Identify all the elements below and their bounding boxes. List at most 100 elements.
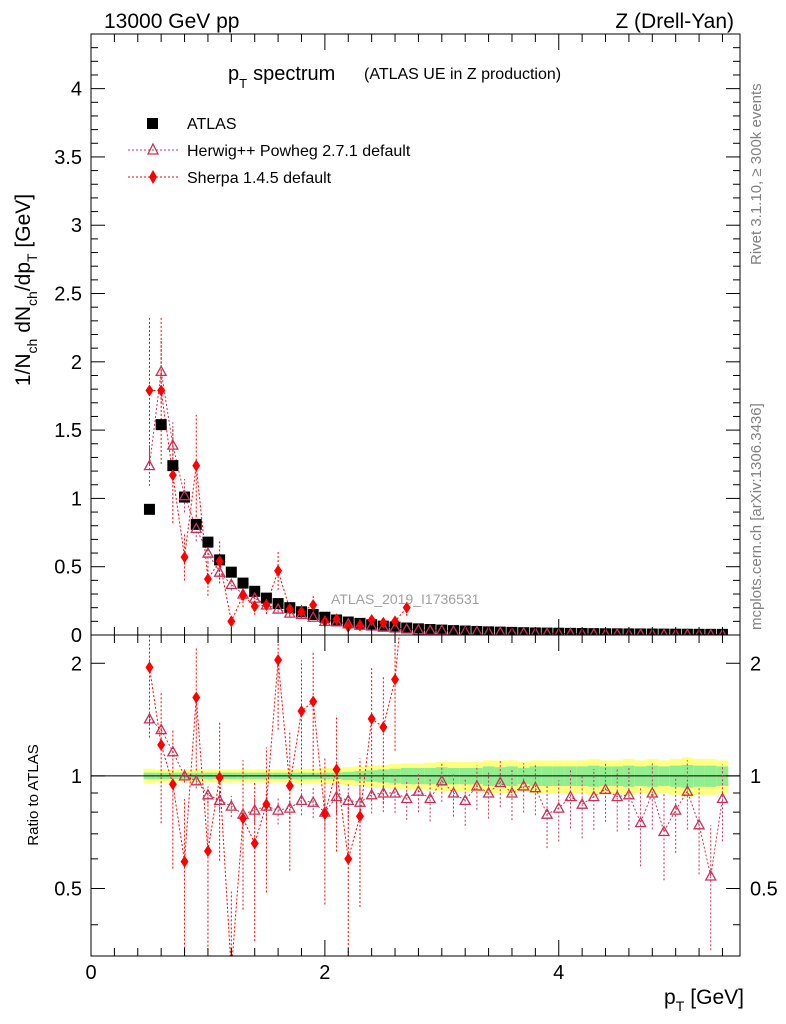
sherpa-point [192, 459, 201, 472]
x-axis-label-sub: T [676, 998, 685, 1014]
herwig-point [624, 627, 633, 635]
sherpa-point [367, 613, 376, 626]
legend-marker-sherpa [149, 170, 157, 184]
main-panel: 0 0.5 1 1.5 2 2.5 3 3.5 4 pT spectrum (ATLAS UE i… [12, 33, 741, 647]
sherpa-point [355, 619, 364, 632]
ratio-y-tick-label-left: 1 [71, 766, 82, 788]
ratio-y-tick-label-right: 1 [750, 766, 761, 788]
sherpa-ratio-point [274, 654, 283, 667]
sherpa-ratio-line [148, 635, 400, 956]
plot-title-extra: (ATLAS UE in Z production) [364, 66, 561, 83]
herwig-point [589, 627, 599, 635]
herwig-ratio-point [494, 776, 507, 788]
y-tick-label: 4 [71, 79, 82, 101]
herwig-ratio-point [669, 803, 682, 815]
side-text-top: Rivet 3.1.10, ≥ 300k events [748, 83, 765, 265]
sherpa-point [215, 555, 224, 568]
herwig-point [636, 627, 645, 635]
ratio-y-tick-label-right: 2 [750, 653, 761, 675]
atlas-point [448, 625, 460, 635]
header-right: Z (Drell-Yan) [615, 10, 734, 33]
sherpa-ratio-point [309, 695, 318, 708]
sherpa-point [297, 605, 306, 618]
herwig-ratio-point [400, 792, 413, 804]
x-axis-label: pT [GeV] [664, 986, 744, 1014]
ratio-panel-frame [90, 634, 741, 957]
sherpa-ratio-point [157, 738, 166, 751]
herwig-ratio-point [178, 769, 191, 781]
ratio-panel: 0.5 0.5 1 1 2 2 0 2 4 Ratio to ATLAS pT [GeV] [25, 634, 778, 1014]
sherpa-point [227, 615, 236, 628]
sherpa-ratio-point [192, 691, 201, 704]
herwig-ratio-point [155, 723, 168, 735]
sherpa-ratio-point [250, 837, 259, 850]
herwig-ratio-point [599, 783, 612, 795]
herwig-ratio-point [435, 774, 448, 786]
herwig-point [424, 624, 437, 635]
sherpa-point [145, 384, 154, 397]
header-left: 13000 GeV pp [104, 10, 239, 33]
y-tick-label: 1.5 [54, 420, 82, 442]
side-text-bottom: mcplots.cern.ch [arXiv:1306.3436] [748, 403, 765, 630]
herwig-ratio-point [622, 788, 636, 800]
herwig-point [201, 546, 215, 558]
legend-marker-herwig [146, 142, 160, 155]
herwig-point [483, 625, 494, 635]
herwig-point [400, 622, 413, 634]
atlas-point [705, 628, 717, 635]
atlas-point [658, 628, 670, 635]
herwig-ratio-point [330, 790, 343, 802]
herwig-ratio-point [482, 786, 495, 798]
sherpa-ratio-point [203, 844, 212, 857]
sherpa-ratio-point [168, 778, 177, 791]
sherpa-point [344, 620, 353, 633]
atlas-point [167, 460, 179, 472]
herwig-point [178, 489, 191, 501]
atlas-point [401, 622, 413, 634]
herwig-point [190, 522, 203, 534]
plot-title-rest: spectrum [253, 63, 335, 85]
herwig-point [271, 602, 285, 614]
sherpa-ratio-point [344, 852, 353, 865]
herwig-point [648, 627, 657, 635]
atlas-point [611, 628, 623, 635]
herwig-point [718, 628, 727, 635]
y-tick-label: 2.5 [54, 284, 82, 306]
herwig-point [530, 626, 540, 635]
herwig-point [283, 606, 296, 618]
herwig-ratio-point [611, 790, 624, 802]
atlas-point [225, 566, 237, 578]
herwig-point [601, 627, 610, 635]
sherpa-ratio-point [391, 673, 400, 686]
herwig-ratio-point [646, 786, 659, 798]
herwig-ratio-point [716, 792, 729, 804]
atlas-point [179, 491, 191, 503]
sherpa-point [168, 469, 177, 482]
atlas-point [471, 625, 483, 635]
y-tick-label: 3.5 [54, 147, 82, 169]
y-axis-label: 1/Nch dNch/dpT [GeV] [12, 194, 40, 386]
sherpa-point [391, 615, 400, 628]
y-tick-label: 2 [71, 352, 82, 374]
herwig-ratio-point [143, 712, 156, 724]
herwig-ratio-point [166, 745, 179, 757]
herwig-ratio-point [540, 807, 554, 819]
herwig-point [683, 627, 692, 635]
sherpa-ratio-point [215, 771, 224, 784]
sherpa-ratio-point [320, 808, 329, 821]
herwig-point [671, 627, 680, 635]
sherpa-point [180, 551, 189, 564]
sherpa-ratio-point [332, 763, 341, 776]
atlas-point [541, 627, 553, 635]
atlas-point [155, 419, 167, 431]
y-tick-label: 3 [71, 215, 82, 237]
herwig-point [155, 365, 168, 377]
herwig-ratio-point [657, 825, 671, 837]
watermark: ATLAS_2019_I1736531 [331, 591, 480, 607]
herwig-ratio-point [470, 779, 483, 791]
herwig-ratio-point [342, 794, 355, 806]
sherpa-ratio-point [262, 798, 271, 811]
legend-label-atlas: ATLAS [187, 116, 237, 133]
herwig-ratio-point [213, 794, 226, 806]
sherpa-point [250, 600, 259, 613]
